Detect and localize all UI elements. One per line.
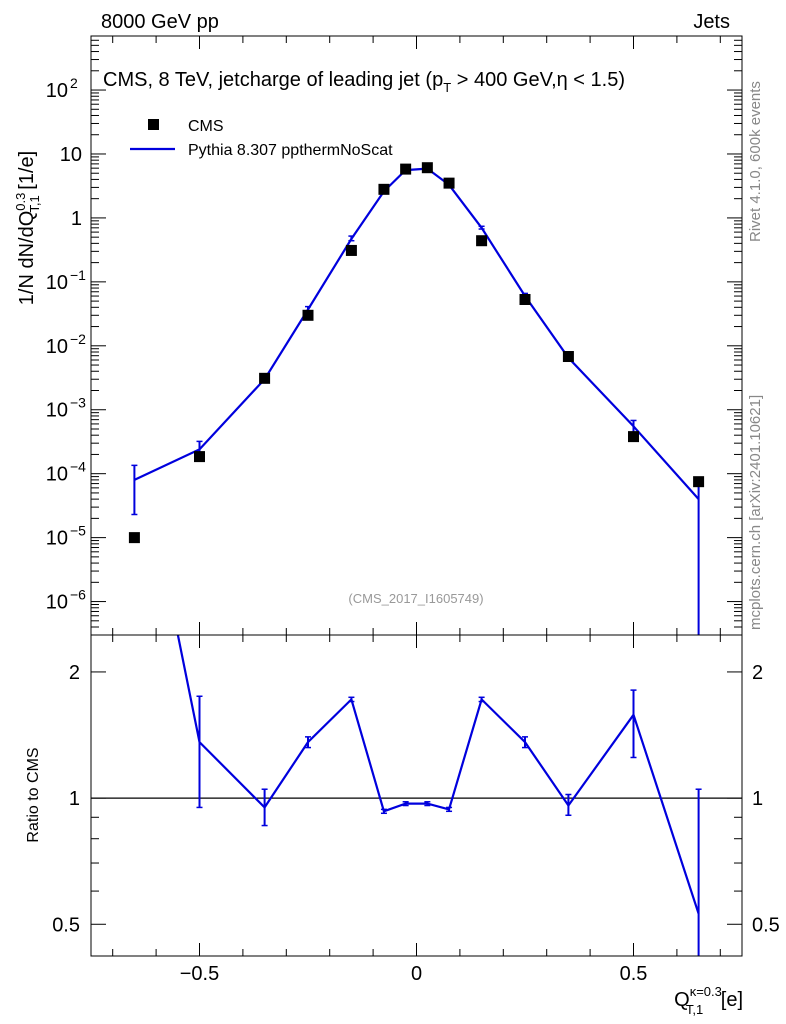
main-y-tick-label: 10 bbox=[46, 336, 68, 358]
main-y-tick-exponent: −2 bbox=[70, 331, 86, 347]
ratio-series-line bbox=[176, 635, 700, 915]
main-y-tick-exponent: −6 bbox=[70, 587, 86, 603]
data-point bbox=[693, 476, 705, 488]
main-y-tick-label: 10 bbox=[46, 464, 68, 486]
main-y-tick-label: 10 bbox=[46, 528, 68, 550]
main-data-series bbox=[128, 162, 705, 544]
data-point bbox=[259, 372, 271, 384]
main-y-tick-exponent: −4 bbox=[70, 459, 86, 475]
data-point bbox=[345, 244, 357, 256]
ratio-y-tick-label: 1 bbox=[69, 788, 80, 810]
main-mc-series bbox=[131, 167, 702, 635]
main-y-tick-exponent: −1 bbox=[70, 267, 86, 283]
data-point bbox=[443, 177, 455, 189]
ratio-axis-ticks bbox=[91, 635, 742, 956]
ratio-plot-panel: 0.5 0.5 1 1 2 2 −0.5 0 0.5 Ratio to CMS Qκ=0.3 T… bbox=[25, 634, 780, 1017]
ratio-plot-frame bbox=[90, 634, 743, 957]
header-energy-label: 8000 GeV pp bbox=[101, 11, 219, 33]
data-point bbox=[194, 451, 205, 463]
ratio-x-tick-label: −0.5 bbox=[180, 963, 219, 985]
main-y-tick-label: 10 bbox=[60, 144, 82, 166]
ratio-x-tick-labels: −0.5 0 0.5 bbox=[180, 963, 648, 985]
main-y-tick-label: 10 bbox=[46, 272, 68, 294]
main-axis-ticks bbox=[91, 35, 742, 636]
data-point bbox=[128, 532, 140, 544]
legend-cms-label: CMS bbox=[188, 118, 224, 135]
header-category-label: Jets bbox=[693, 11, 730, 33]
legend-cms-marker bbox=[148, 119, 159, 130]
svg-text:1/N dN/dQ0.3T,1 [1/e]: 1/N dN/dQ0.3T,1 [1/e] bbox=[13, 151, 42, 305]
ratio-x-tick-label: 0 bbox=[411, 963, 422, 985]
data-point bbox=[628, 431, 639, 443]
data-point bbox=[302, 309, 314, 321]
data-point bbox=[378, 183, 390, 195]
data-point bbox=[519, 293, 531, 305]
ratio-y-tick-labels: 0.5 0.5 1 1 2 2 bbox=[52, 662, 780, 936]
ratio-y-tick-label-right: 1 bbox=[752, 788, 763, 810]
data-point bbox=[476, 235, 488, 247]
main-y-tick-exponent: −5 bbox=[70, 523, 86, 539]
data-point bbox=[421, 162, 433, 174]
ratio-y-axis-label: Ratio to CMS bbox=[25, 747, 42, 842]
main-y-axis-label: 1/N dN/dQ0.3T,1 [1/e] bbox=[13, 151, 42, 305]
ratio-x-tick-label: 0.5 bbox=[620, 963, 648, 985]
legend: CMS Pythia 8.307 ppthermNoScat bbox=[130, 118, 393, 159]
ratio-y-tick-label-right: 0.5 bbox=[752, 914, 780, 936]
ratio-y-tick-label: 2 bbox=[69, 662, 80, 684]
ratio-x-axis-label: Qκ=0.3 T,1 [e] bbox=[674, 984, 743, 1017]
main-y-tick-exponent: 2 bbox=[70, 75, 78, 91]
main-y-tick-label: 10 bbox=[46, 592, 68, 614]
ratio-y-tick-label-right: 2 bbox=[752, 662, 763, 684]
main-y-tick-label: 10 bbox=[46, 400, 68, 422]
main-y-tick-exponent: −3 bbox=[70, 395, 86, 411]
data-point bbox=[562, 351, 574, 363]
main-title: CMS, 8 TeV, jetcharge of leading jet (pT… bbox=[103, 69, 625, 95]
analysis-id-watermark: (CMS_2017_I1605749) bbox=[348, 591, 483, 606]
data-point bbox=[400, 163, 412, 175]
mc-series-line bbox=[133, 167, 700, 500]
ratio-mc-series bbox=[176, 635, 702, 956]
main-y-tick-label: 1 bbox=[71, 208, 82, 230]
main-y-tick-label: 10 bbox=[46, 80, 68, 102]
mcplots-reference-label: mcplots.cern.ch [arXiv:2401.10621] bbox=[747, 395, 764, 630]
legend-pythia-label: Pythia 8.307 ppthermNoScat bbox=[188, 142, 393, 159]
ratio-y-tick-label: 0.5 bbox=[52, 914, 80, 936]
rivet-version-label: Rivet 4.1.0, 600k events bbox=[747, 81, 764, 242]
